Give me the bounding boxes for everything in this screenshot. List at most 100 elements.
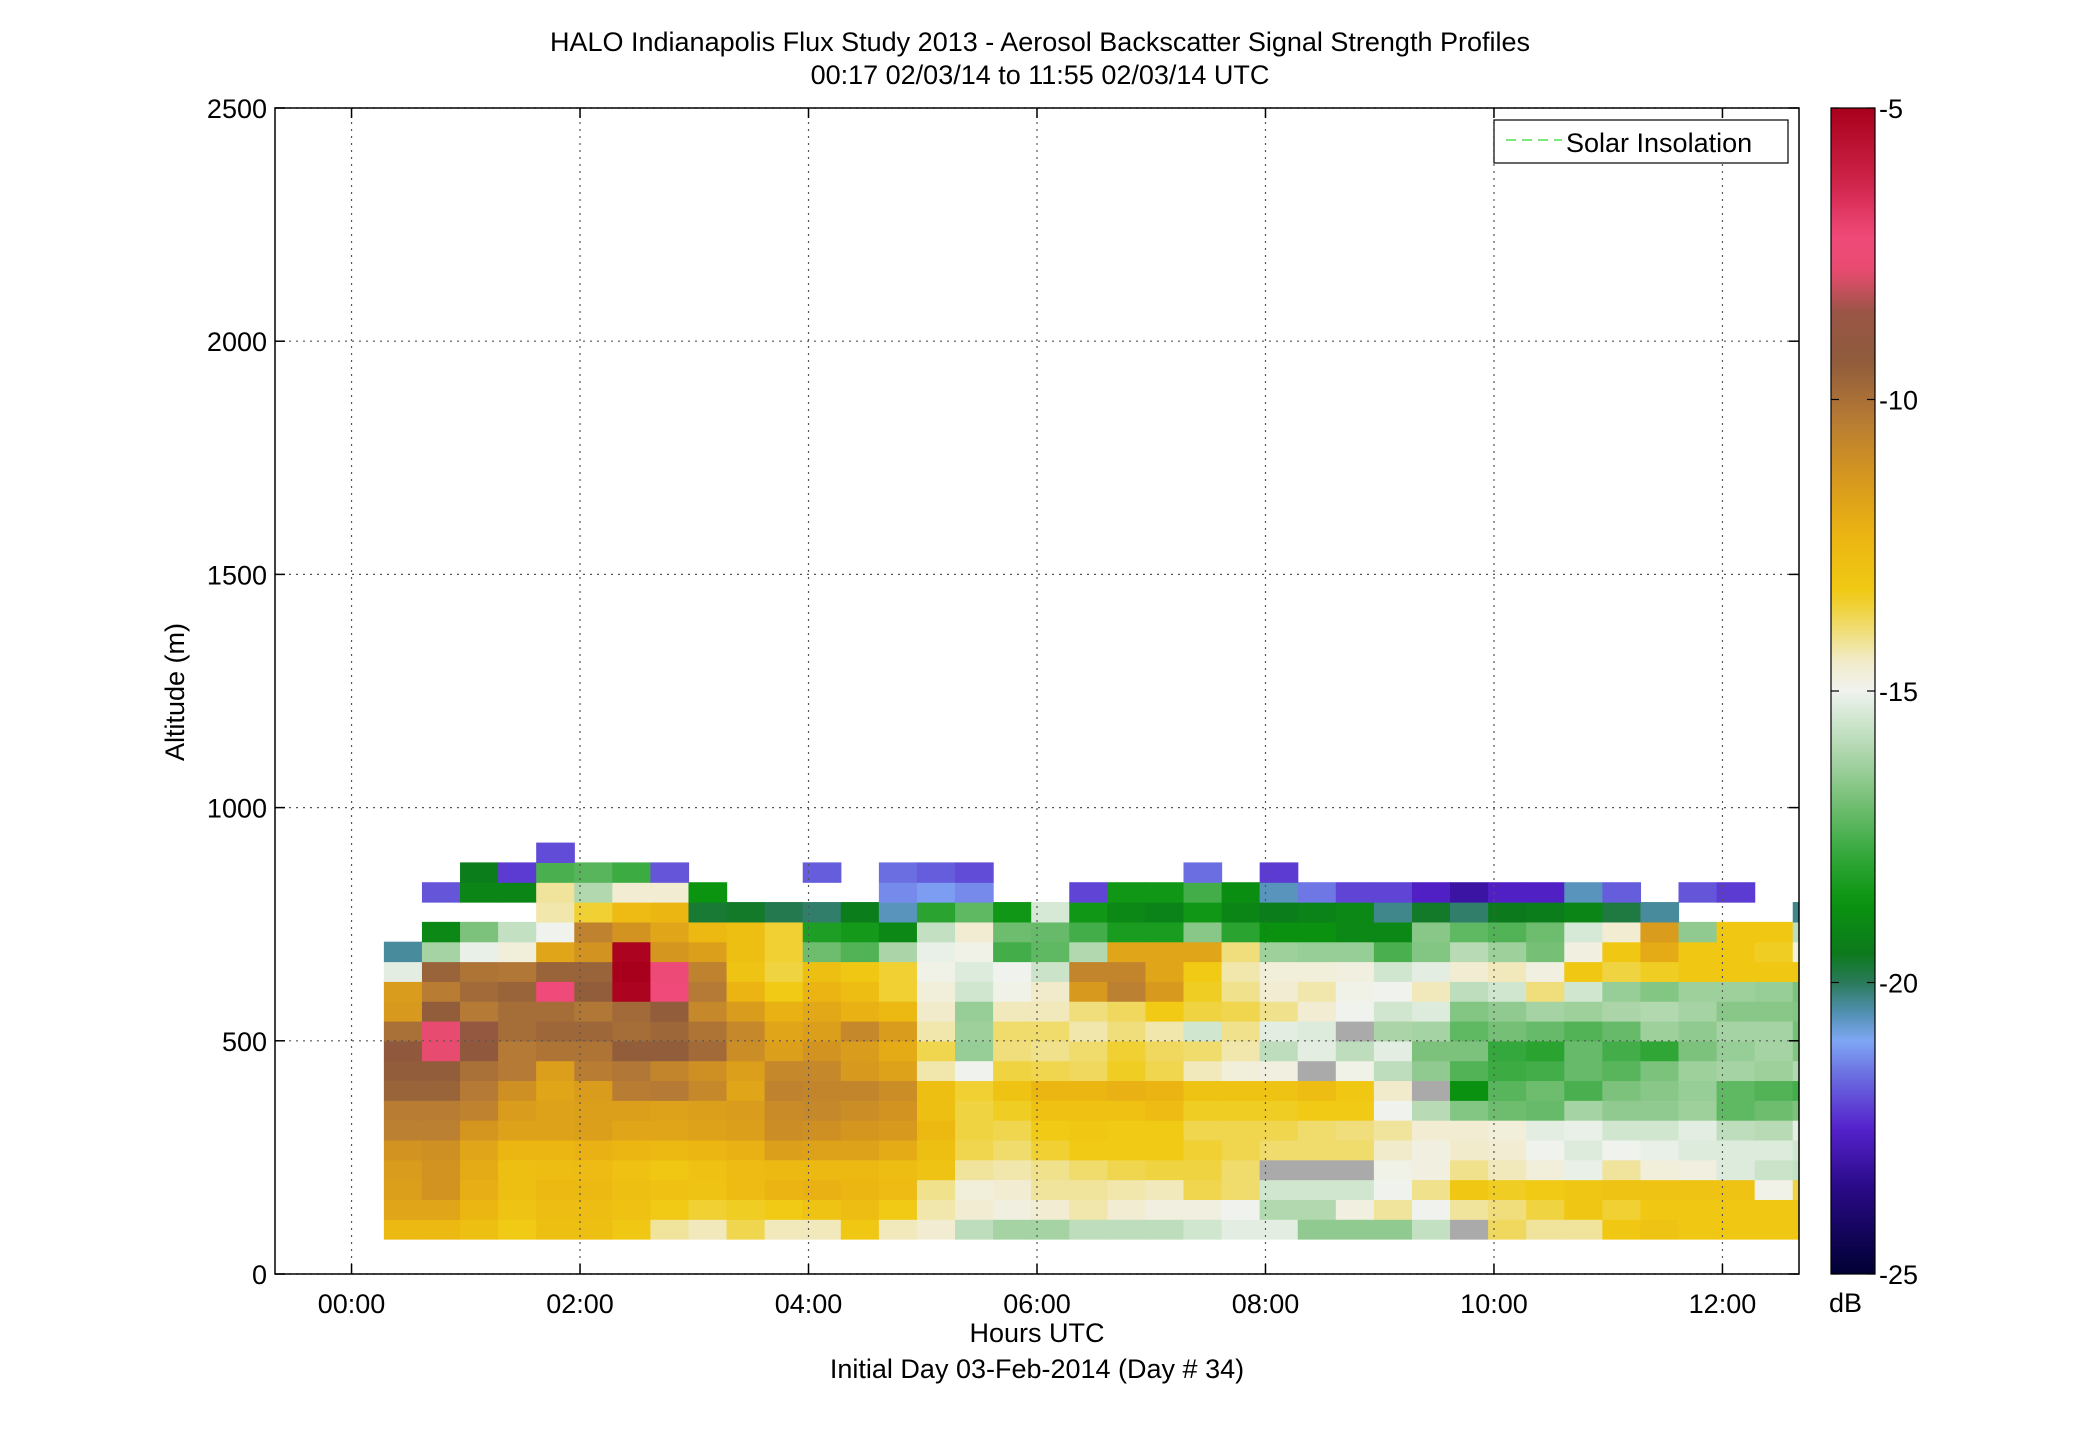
- heatmap-cell: [650, 1219, 690, 1240]
- heatmap-cell: [955, 921, 994, 943]
- chart-title: HALO Indianapolis Flux Study 2013 - Aero…: [550, 27, 1530, 57]
- heatmap-cell: [840, 1040, 880, 1062]
- heatmap-cell: [1373, 941, 1413, 963]
- heatmap-cells: [383, 842, 1799, 1240]
- heatmap-cell: [1602, 941, 1642, 963]
- heatmap-cell: [1031, 921, 1070, 943]
- heatmap-cell: [421, 961, 461, 982]
- heatmap-cell: [612, 1060, 652, 1082]
- heatmap-cell: [688, 902, 728, 923]
- heatmap-cell: [1259, 862, 1299, 883]
- heatmap-cell: [1526, 961, 1565, 982]
- heatmap-cell: [1564, 1020, 1603, 1042]
- heatmap-cell: [460, 1219, 499, 1240]
- heatmap-cell: [840, 1219, 880, 1240]
- heatmap-cell: [460, 1020, 499, 1042]
- heatmap-cell: [536, 921, 575, 943]
- heatmap-cell: [840, 921, 880, 943]
- heatmap-cell: [688, 1020, 728, 1042]
- heatmap-cell: [802, 1040, 842, 1062]
- heatmap-cell: [650, 1179, 690, 1200]
- heatmap-cell: [916, 961, 956, 982]
- heatmap-cell: [764, 1080, 804, 1101]
- heatmap-cell: [993, 921, 1032, 943]
- heatmap-cell: [1564, 961, 1603, 982]
- heatmap-cell: [574, 862, 613, 883]
- heatmap-cell: [802, 941, 842, 963]
- colorbar-tick-label: -25: [1879, 1260, 1918, 1290]
- heatmap-cell: [802, 1199, 842, 1220]
- heatmap-cell: [1411, 902, 1451, 923]
- x-tick-label: 10:00: [1460, 1289, 1528, 1319]
- heatmap-cell: [460, 1139, 499, 1161]
- heatmap-cell: [955, 1060, 994, 1082]
- heatmap-cell: [1564, 1080, 1603, 1101]
- heatmap-cell: [1107, 1040, 1147, 1062]
- heatmap-cell: [498, 961, 537, 982]
- heatmap-cell: [650, 1060, 690, 1082]
- heatmap-cell: [764, 1001, 804, 1022]
- heatmap-cell: [916, 1219, 956, 1240]
- heatmap-cell: [1335, 1120, 1375, 1141]
- heatmap-cell: [421, 1199, 461, 1220]
- heatmap-cell: [802, 961, 842, 982]
- heatmap-cell: [1754, 1219, 1794, 1240]
- heatmap-cell: [878, 941, 918, 963]
- heatmap-cell: [650, 1120, 690, 1141]
- heatmap-cell: [840, 961, 880, 982]
- heatmap-cell: [1564, 1040, 1603, 1062]
- heatmap-cell: [1754, 1001, 1794, 1022]
- heatmap-cell: [1488, 1179, 1527, 1200]
- heatmap-cell: [955, 1159, 994, 1181]
- heatmap-cell: [1145, 961, 1185, 982]
- heatmap-cell: [1678, 961, 1718, 982]
- heatmap-cell: [1602, 921, 1642, 943]
- heatmap-cell: [1411, 1001, 1451, 1022]
- heatmap-cell: [536, 1020, 575, 1042]
- heatmap-cell: [1564, 1219, 1603, 1240]
- heatmap-cell: [1678, 1120, 1718, 1141]
- heatmap-cell: [1373, 1001, 1413, 1022]
- heatmap-cell: [1602, 1179, 1642, 1200]
- heatmap-cell: [1335, 1060, 1375, 1082]
- heatmap-cell: [1450, 1159, 1489, 1181]
- heatmap-cell: [460, 1120, 499, 1141]
- heatmap-cell: [1373, 1040, 1413, 1062]
- heatmap-cell: [878, 902, 918, 923]
- heatmap-cell: [1488, 1199, 1527, 1220]
- heatmap-cell: [612, 1040, 652, 1062]
- heatmap-cell: [1107, 921, 1147, 943]
- heatmap-cell: [1183, 862, 1223, 883]
- heatmap-cell: [688, 941, 728, 963]
- heatmap-cell: [1792, 1199, 1799, 1220]
- heatmap-cell: [1297, 921, 1337, 943]
- heatmap-cell: [1526, 902, 1565, 923]
- heatmap-cell: [536, 882, 575, 903]
- heatmap-cell: [878, 1060, 918, 1082]
- heatmap-cell: [1221, 1001, 1261, 1022]
- heatmap-cell: [1221, 1040, 1261, 1062]
- heatmap-cell: [1754, 941, 1794, 963]
- heatmap-cell: [498, 1179, 537, 1200]
- heatmap-cell: [383, 1060, 423, 1082]
- heatmap-cell: [916, 1100, 956, 1121]
- colorbar-tick-label: -15: [1879, 677, 1918, 707]
- heatmap-cell: [878, 862, 918, 883]
- heatmap-cell: [1031, 1060, 1070, 1082]
- legend-box: [1493, 119, 1789, 164]
- heatmap-cell: [1183, 1100, 1223, 1121]
- heatmap-cell: [383, 1139, 423, 1161]
- heatmap-cell: [574, 1159, 613, 1181]
- heatmap-cell: [764, 1100, 804, 1121]
- heatmap-cell: [1792, 921, 1799, 943]
- heatmap-cell: [1488, 1139, 1527, 1161]
- heatmap-cell: [460, 1001, 499, 1022]
- heatmap-cell: [1602, 1060, 1642, 1082]
- heatmap-cell: [1221, 1020, 1261, 1042]
- heatmap-cell: [1297, 961, 1337, 982]
- heatmap-cell: [916, 1001, 956, 1022]
- heatmap-cell: [1716, 1179, 1756, 1200]
- heatmap-cell: [1564, 1159, 1603, 1181]
- heatmap-cell: [1450, 961, 1489, 982]
- heatmap-cell: [916, 921, 956, 943]
